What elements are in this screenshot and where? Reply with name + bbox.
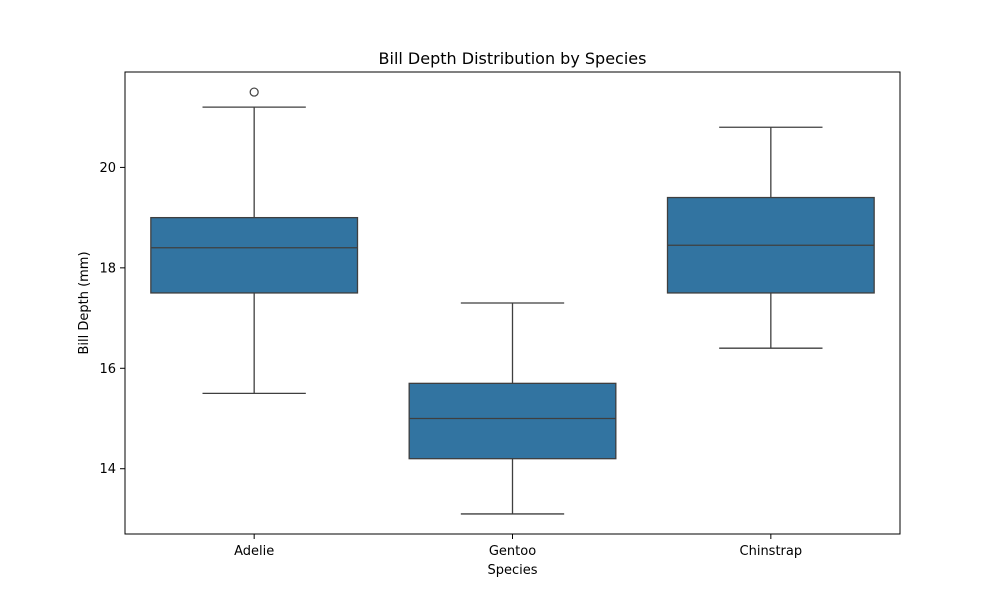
- box-group-gentoo: [408, 302, 617, 515]
- y-tick-label: 14: [99, 462, 116, 477]
- outlier-point-adelie: [249, 87, 259, 97]
- y-tick-label: 18: [99, 261, 116, 276]
- y-axis: 14 16 18 20: [99, 161, 125, 477]
- y-axis-label: Bill Depth (mm): [77, 251, 92, 354]
- x-tick-label: Gentoo: [489, 544, 536, 559]
- chart-title: Bill Depth Distribution by Species: [379, 49, 647, 68]
- y-tick-label: 16: [99, 362, 116, 377]
- x-tick-label: Chinstrap: [740, 544, 803, 559]
- y-tick-label: 20: [99, 161, 116, 176]
- x-axis: Adelie Gentoo Chinstrap: [234, 534, 802, 559]
- x-tick-label: Adelie: [234, 544, 274, 559]
- box-group-adelie: [150, 87, 359, 395]
- x-axis-label: Species: [487, 563, 537, 578]
- box-adelie: [150, 216, 359, 294]
- box-gentoo: [408, 382, 617, 460]
- plot-area: [150, 87, 875, 515]
- box-group-chinstrap: [666, 126, 875, 349]
